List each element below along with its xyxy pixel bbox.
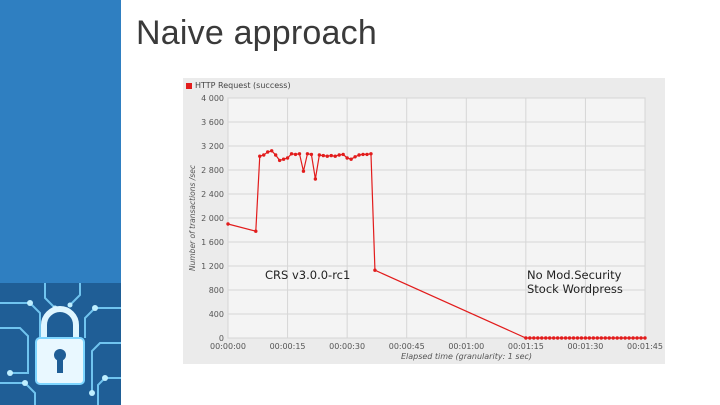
data-point <box>559 336 564 340</box>
y-tick-label: 3 600 <box>201 118 224 127</box>
x-tick-label: 00:00:00 <box>210 342 246 351</box>
x-tick-label: 00:01:45 <box>627 342 663 351</box>
data-point <box>536 336 540 340</box>
y-tick-label: 0 <box>219 334 224 343</box>
data-point <box>357 153 361 157</box>
data-point <box>611 336 615 340</box>
data-point <box>317 153 322 157</box>
data-point <box>591 336 596 340</box>
data-point <box>643 336 647 340</box>
chart-panel: 0 400 800 1 200 1 600 2 000 2 400 2 800 3 200 3 6… <box>183 78 665 364</box>
y-tick-label: 800 <box>209 286 224 295</box>
data-point <box>297 152 302 156</box>
data-point <box>329 153 333 158</box>
data-point <box>575 336 580 340</box>
data-point <box>341 152 345 157</box>
data-point <box>262 153 266 157</box>
data-point <box>281 157 286 161</box>
y-tick-label: 2 000 <box>201 214 224 223</box>
y-tick-label: 2 400 <box>201 190 224 199</box>
x-tick-label: 00:00:15 <box>270 342 306 351</box>
data-point <box>285 156 290 160</box>
data-point <box>615 336 619 340</box>
data-point <box>258 154 262 158</box>
data-point <box>579 336 584 340</box>
data-point <box>587 336 592 340</box>
data-point <box>321 153 326 158</box>
data-point <box>266 150 270 154</box>
data-point <box>349 157 353 161</box>
data-point <box>555 336 560 340</box>
y-tick-label: 1 200 <box>201 262 224 271</box>
data-point <box>305 152 310 156</box>
data-point <box>345 156 349 160</box>
data-point <box>289 152 294 156</box>
data-point <box>337 153 341 157</box>
data-point <box>254 229 258 233</box>
sidebar-band <box>0 0 121 405</box>
data-point <box>540 336 544 340</box>
data-point <box>528 336 532 340</box>
data-point <box>635 336 639 340</box>
x-tick-label: 00:01:30 <box>567 342 603 351</box>
data-point <box>373 268 377 272</box>
data-point <box>544 336 548 340</box>
y-tick-label: 400 <box>209 310 224 319</box>
data-point <box>599 336 604 340</box>
x-tick-label: 00:00:30 <box>329 342 365 351</box>
data-point <box>627 336 631 340</box>
annotation-line-2: Stock Wordpress <box>527 282 623 296</box>
data-point <box>269 149 274 153</box>
data-point <box>353 155 357 159</box>
y-tick-label: 3 200 <box>201 142 224 151</box>
data-point <box>333 154 337 158</box>
data-point <box>301 169 306 173</box>
security-lock-illustration <box>0 283 121 405</box>
data-point <box>309 152 314 157</box>
data-point <box>619 336 623 340</box>
x-tick-label: 00:01:00 <box>448 342 484 351</box>
line-chart: 0 400 800 1 200 1 600 2 000 2 400 2 800 3 200 3 6… <box>188 94 663 361</box>
data-point <box>325 154 329 158</box>
data-point <box>607 336 611 340</box>
data-point <box>563 336 568 340</box>
data-point <box>547 336 552 340</box>
legend-label: HTTP Request (success) <box>195 81 291 90</box>
data-point <box>313 177 318 181</box>
data-point <box>293 152 298 157</box>
data-point <box>551 336 556 340</box>
data-point <box>369 152 373 156</box>
data-point <box>567 336 572 340</box>
data-point <box>365 152 369 157</box>
data-point <box>603 336 607 340</box>
data-point <box>571 336 576 340</box>
x-tick-label: 00:00:45 <box>389 342 425 351</box>
data-point <box>583 336 588 340</box>
data-point <box>631 336 635 340</box>
x-tick-label: 00:01:15 <box>508 342 544 351</box>
annotation-crs: CRS v3.0.0-rc1 <box>265 268 351 282</box>
data-point <box>623 336 627 340</box>
data-point <box>524 336 528 340</box>
data-point <box>639 336 643 340</box>
data-point <box>273 153 278 157</box>
slide-title: Naive approach <box>136 14 377 52</box>
padlock-circuit-icon <box>0 283 121 405</box>
legend-swatch <box>186 82 192 89</box>
data-point <box>277 158 282 163</box>
data-point <box>361 152 365 157</box>
y-tick-label: 4 000 <box>201 94 224 103</box>
annotation-no-modsecurity: No Mod.Security Stock Wordpress <box>527 268 623 296</box>
data-point <box>532 336 536 340</box>
y-axis-label: Number of transactions /sec <box>188 164 197 271</box>
chart-legend: HTTP Request (success) <box>186 81 291 90</box>
data-point <box>226 222 230 226</box>
y-tick-label: 1 600 <box>201 238 224 247</box>
y-tick-label: 2 800 <box>201 166 224 175</box>
data-point <box>595 336 600 340</box>
annotation-line-1: No Mod.Security <box>527 268 622 282</box>
x-axis-label: Elapsed time (granularity: 1 sec) <box>401 352 532 361</box>
